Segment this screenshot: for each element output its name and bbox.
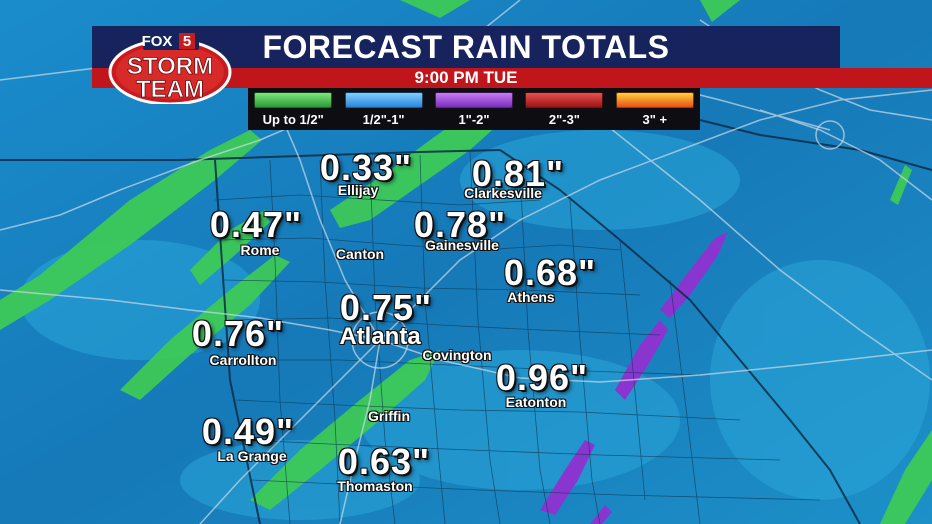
legend-label: 2"-3": [548, 111, 580, 127]
city-atlanta: Atlanta: [339, 323, 421, 350]
legend-item: 3" +: [610, 88, 700, 130]
legend-item: 1/2"-1": [338, 88, 428, 130]
rain-legend: Up to 1/2" 1/2"-1" 1"-2" 2"-3" 3" +: [248, 88, 700, 130]
svg-text:5: 5: [183, 33, 191, 50]
svg-text:FOX: FOX: [142, 33, 173, 50]
title-banner: FORECAST RAIN TOTALS: [92, 26, 840, 68]
amount-lagrange: 0.49": [201, 411, 295, 452]
legend-swatch: [615, 91, 694, 108]
city-athens: Athens: [507, 289, 555, 305]
amount-gainesville: 0.78": [413, 204, 507, 245]
amount-clarkesville: 0.81": [471, 153, 565, 194]
amount-eatonton: 0.96": [495, 357, 589, 398]
city-lagrange: La Grange: [217, 448, 287, 464]
amount-thomaston: 0.63": [337, 441, 431, 482]
city-griffin: Griffin: [368, 408, 410, 424]
city-ellijay: Ellijay: [337, 182, 379, 198]
legend-label: 3" +: [642, 111, 668, 127]
city-ring: [815, 120, 845, 150]
forecast-time: 9:00 PM TUE: [414, 68, 518, 87]
amount-athens: 0.68": [503, 252, 597, 293]
legend-label: 1/2"-1": [362, 111, 405, 127]
amount-ellijay: 0.33": [319, 147, 413, 188]
amount-carrollton: 0.76": [191, 313, 285, 354]
legend-swatch: [435, 91, 514, 108]
city-gainesville: Gainesville: [425, 237, 499, 253]
city-covington: Covington: [422, 347, 492, 363]
amount-rome: 0.47": [209, 204, 303, 245]
city-carrollton: Carrollton: [209, 352, 277, 368]
city-eatonton: Eatonton: [505, 394, 567, 410]
time-banner: 9:00 PM TUE: [92, 68, 932, 88]
page-title: FORECAST RAIN TOTALS: [262, 29, 670, 65]
legend-item: 1"-2": [429, 88, 519, 130]
amount-atlanta: 0.75": [339, 287, 433, 328]
city-clarkesville: Clarkesville: [464, 185, 542, 201]
legend-swatch: [525, 91, 604, 108]
city-rome: Rome: [240, 242, 280, 258]
city-canton: Canton: [335, 246, 385, 262]
county-lines: [214, 151, 821, 524]
legend-label: 1"-2": [458, 111, 490, 127]
legend-item: Up to 1/2": [248, 88, 338, 130]
city-thomaston: Thomaston: [337, 478, 413, 494]
legend-label: Up to 1/2": [262, 111, 324, 127]
svg-text:TEAM: TEAM: [136, 76, 204, 103]
atlanta-ring: [351, 311, 409, 369]
legend-item: 2"-3": [519, 88, 609, 130]
legend-swatch: [254, 91, 333, 108]
state-borders: [0, 119, 932, 524]
fox5-storm-team-logo: FOX 5 STORM TEAM: [108, 32, 232, 104]
legend-swatch: [344, 91, 423, 108]
svg-text:STORM: STORM: [127, 53, 213, 80]
